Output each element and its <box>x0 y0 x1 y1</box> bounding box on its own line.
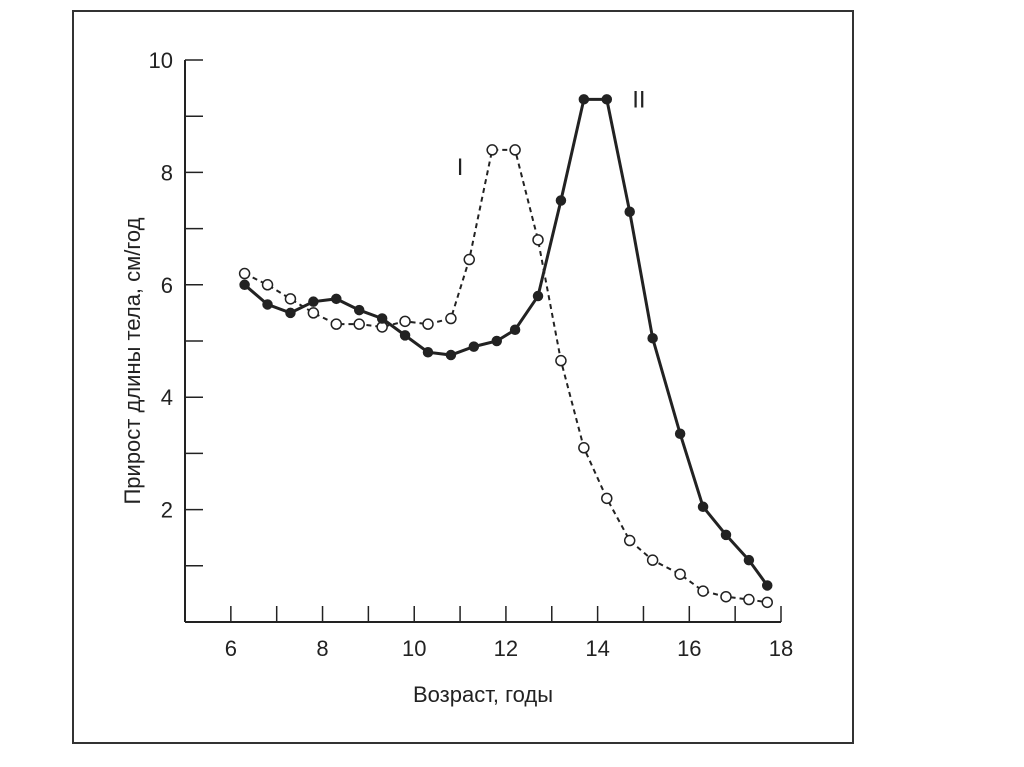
series-2-point <box>239 279 250 291</box>
series-2-point <box>601 94 613 105</box>
x-tick-label: 8 <box>316 636 328 661</box>
x-tick-label: 12 <box>494 636 518 661</box>
series-1-point <box>555 354 567 367</box>
series-1-point <box>238 267 251 280</box>
series-1-point <box>601 492 613 505</box>
y-tick-label: 2 <box>161 498 173 523</box>
series-2-point <box>353 304 365 316</box>
series-1-point <box>720 590 732 603</box>
series-2-point <box>308 296 319 307</box>
series-2-point <box>647 332 658 344</box>
series-2-point <box>285 307 296 319</box>
series-1-point <box>261 279 274 291</box>
y-axis-label: Прирост длины тела, см/год <box>120 217 145 504</box>
series-1-point <box>509 144 521 156</box>
figure-frame <box>72 10 854 744</box>
x-tick-label: 16 <box>677 636 701 661</box>
series-1-point <box>486 144 498 156</box>
series-2-point <box>399 330 411 341</box>
series-2-point <box>468 341 480 352</box>
x-tick-label: 10 <box>402 636 426 661</box>
series-1-point <box>761 596 773 609</box>
series-1-point <box>445 312 457 325</box>
series-2-point <box>720 529 732 541</box>
x-tick-label: 18 <box>769 636 793 661</box>
series-1-point <box>399 315 411 328</box>
series-1-point <box>307 307 320 319</box>
series-1-point <box>623 534 636 547</box>
series-2-point <box>491 335 503 347</box>
series-2-point <box>555 195 567 206</box>
x-tick-label: 14 <box>585 636 609 661</box>
x-axis-label: Возраст, годы <box>413 682 553 707</box>
series-2-point <box>331 293 342 305</box>
y-tick-label: 4 <box>161 385 173 410</box>
series-2-point <box>743 554 755 566</box>
series-1-point <box>646 554 659 566</box>
series-2-point <box>761 580 773 591</box>
series-1-point <box>330 318 343 330</box>
series-1-point <box>532 234 544 246</box>
series-1-point <box>284 293 297 305</box>
series-2-point <box>262 299 273 310</box>
series-2-point <box>697 501 709 513</box>
series-1-point <box>463 253 475 266</box>
y-tick-label: 6 <box>161 273 173 298</box>
series-1-point <box>353 318 365 330</box>
series-2-point <box>445 349 457 361</box>
y-tick-label: 8 <box>161 160 173 185</box>
series-2-point <box>578 94 590 105</box>
series-1-point <box>674 568 686 580</box>
series-2-point <box>532 290 544 302</box>
y-tick-label: 10 <box>149 48 173 73</box>
series-2-point <box>674 428 686 439</box>
curve-label-2: II <box>632 86 645 113</box>
x-tick-label: 6 <box>225 636 237 661</box>
series-1-point <box>743 593 755 606</box>
series-2-point <box>376 313 388 324</box>
series-1-point <box>422 318 434 330</box>
curve-label-1: I <box>457 154 464 181</box>
series-line-2 <box>243 97 769 587</box>
series-1-point <box>697 585 709 597</box>
series-2-point <box>509 324 521 336</box>
series-2-point <box>422 346 434 358</box>
series-2-point <box>624 206 635 217</box>
series-1-point <box>578 442 590 454</box>
series-line-1 <box>244 148 768 604</box>
